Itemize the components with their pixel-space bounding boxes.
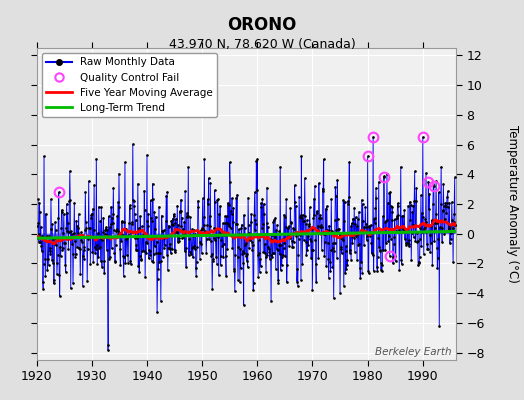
Text: ORONO: ORONO: [227, 16, 297, 34]
Legend: Raw Monthly Data, Quality Control Fail, Five Year Moving Average, Long-Term Tren: Raw Monthly Data, Quality Control Fail, …: [42, 53, 217, 117]
Text: Berkeley Earth: Berkeley Earth: [375, 347, 452, 357]
Text: 43.970 N, 78.620 W (Canada): 43.970 N, 78.620 W (Canada): [169, 38, 355, 51]
Y-axis label: Temperature Anomaly (°C): Temperature Anomaly (°C): [506, 125, 519, 283]
